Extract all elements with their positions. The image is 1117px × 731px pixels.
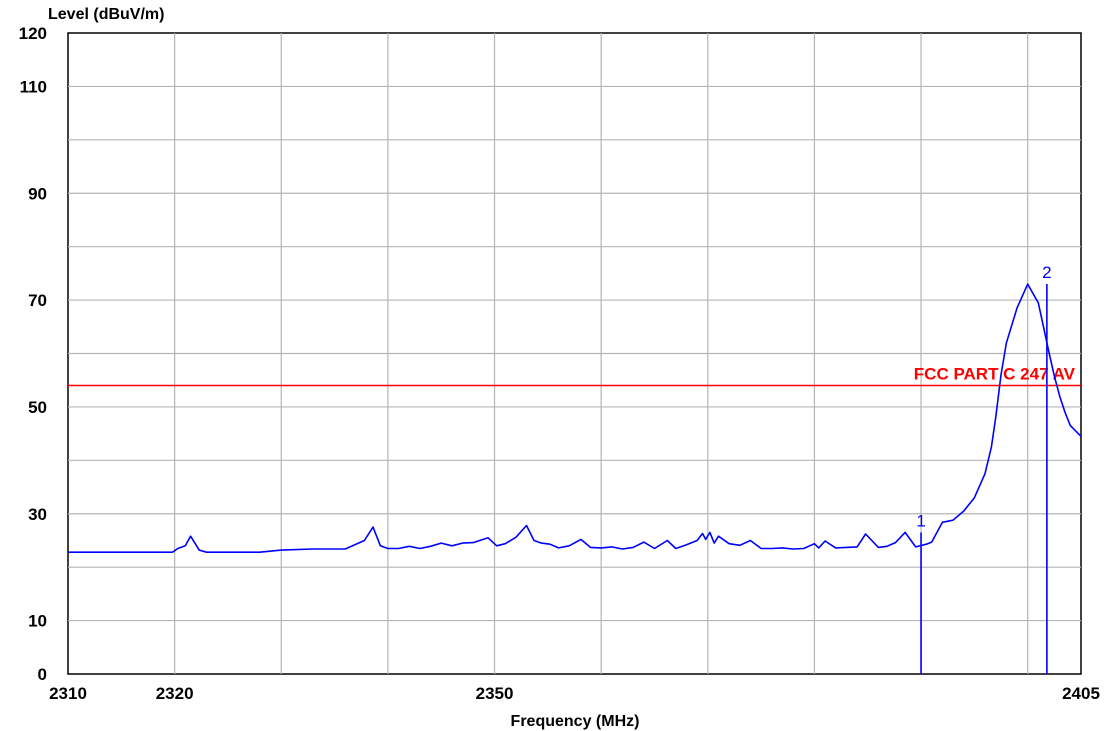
- y-tick-label: 50: [28, 398, 47, 417]
- y-tick-label: 70: [28, 291, 47, 310]
- trace-group: [68, 283, 1082, 554]
- y-tick-label: 90: [28, 184, 47, 203]
- grid: [68, 33, 1081, 674]
- x-tick-label: 2350: [476, 684, 514, 703]
- x-axis-title: Frequency (MHz): [511, 713, 640, 730]
- y-tick-label: 0: [38, 665, 47, 684]
- y-tick-label: 30: [28, 505, 47, 524]
- markers-group: 12: [916, 263, 1052, 674]
- x-tick-label: 2320: [156, 684, 194, 703]
- limit-line-label: FCC PART C 247 AV: [914, 365, 1076, 384]
- limit-line-group: FCC PART C 247 AV: [68, 365, 1081, 387]
- trace-line: [68, 283, 1082, 554]
- y-tick-label: 120: [19, 24, 47, 43]
- y-axis-title: Level (dBuV/m): [48, 6, 164, 23]
- x-tick-label: 2405: [1062, 684, 1100, 703]
- marker-label: 1: [916, 511, 925, 530]
- y-tick-label: 10: [28, 612, 47, 631]
- y-tick-label: 110: [20, 77, 47, 96]
- marker-label: 2: [1042, 263, 1051, 282]
- y-tick-labels: 0 10 30 50 70 90 110 120: [19, 24, 47, 684]
- x-tick-labels: 2310 2320 2350 2405: [49, 684, 1100, 703]
- x-tick-label: 2310: [49, 684, 87, 703]
